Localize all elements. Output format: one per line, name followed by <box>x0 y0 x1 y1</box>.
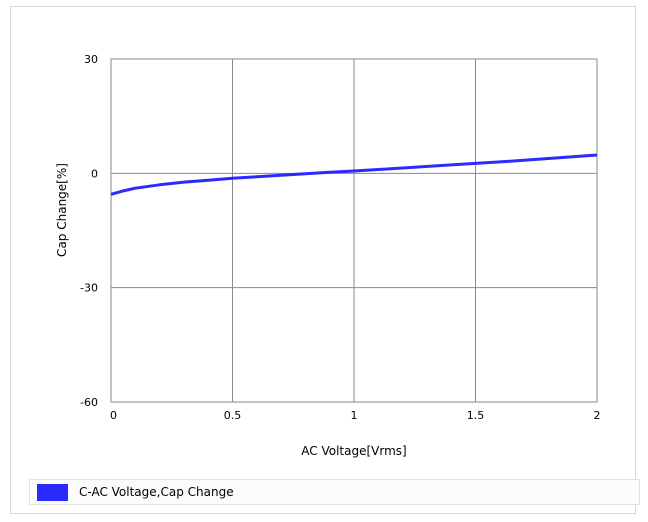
x-axis-label: AC Voltage[Vrms] <box>301 444 406 458</box>
x-tick-label: 0 <box>110 409 117 422</box>
x-tick-label: 2 <box>594 409 601 422</box>
x-tick-label: 1.5 <box>467 409 485 422</box>
y-tick-label: 30 <box>84 53 98 66</box>
y-axis-label: Cap Change[%] <box>55 163 69 257</box>
grid <box>111 59 597 402</box>
series-line-0 <box>110 153 598 196</box>
plot-border <box>110 58 598 403</box>
series-layer <box>110 153 598 196</box>
y-tick-label: -30 <box>80 282 98 295</box>
y-tick-label: 0 <box>91 167 98 180</box>
x-tick-label: 0.5 <box>224 409 242 422</box>
y-tick-labels: 30 0 -30 -60 <box>80 53 98 409</box>
y-tick-label: -60 <box>80 396 98 409</box>
plot-box <box>110 58 598 403</box>
x-tick-label: 1 <box>351 409 358 422</box>
chart-frame <box>10 6 636 514</box>
x-tick-labels: 0 0.5 1 1.5 2 <box>110 409 601 422</box>
legend-label: C-AC Voltage,Cap Change <box>79 485 234 499</box>
legend: C-AC Voltage,Cap Change <box>29 479 640 505</box>
legend-swatch <box>37 484 68 501</box>
